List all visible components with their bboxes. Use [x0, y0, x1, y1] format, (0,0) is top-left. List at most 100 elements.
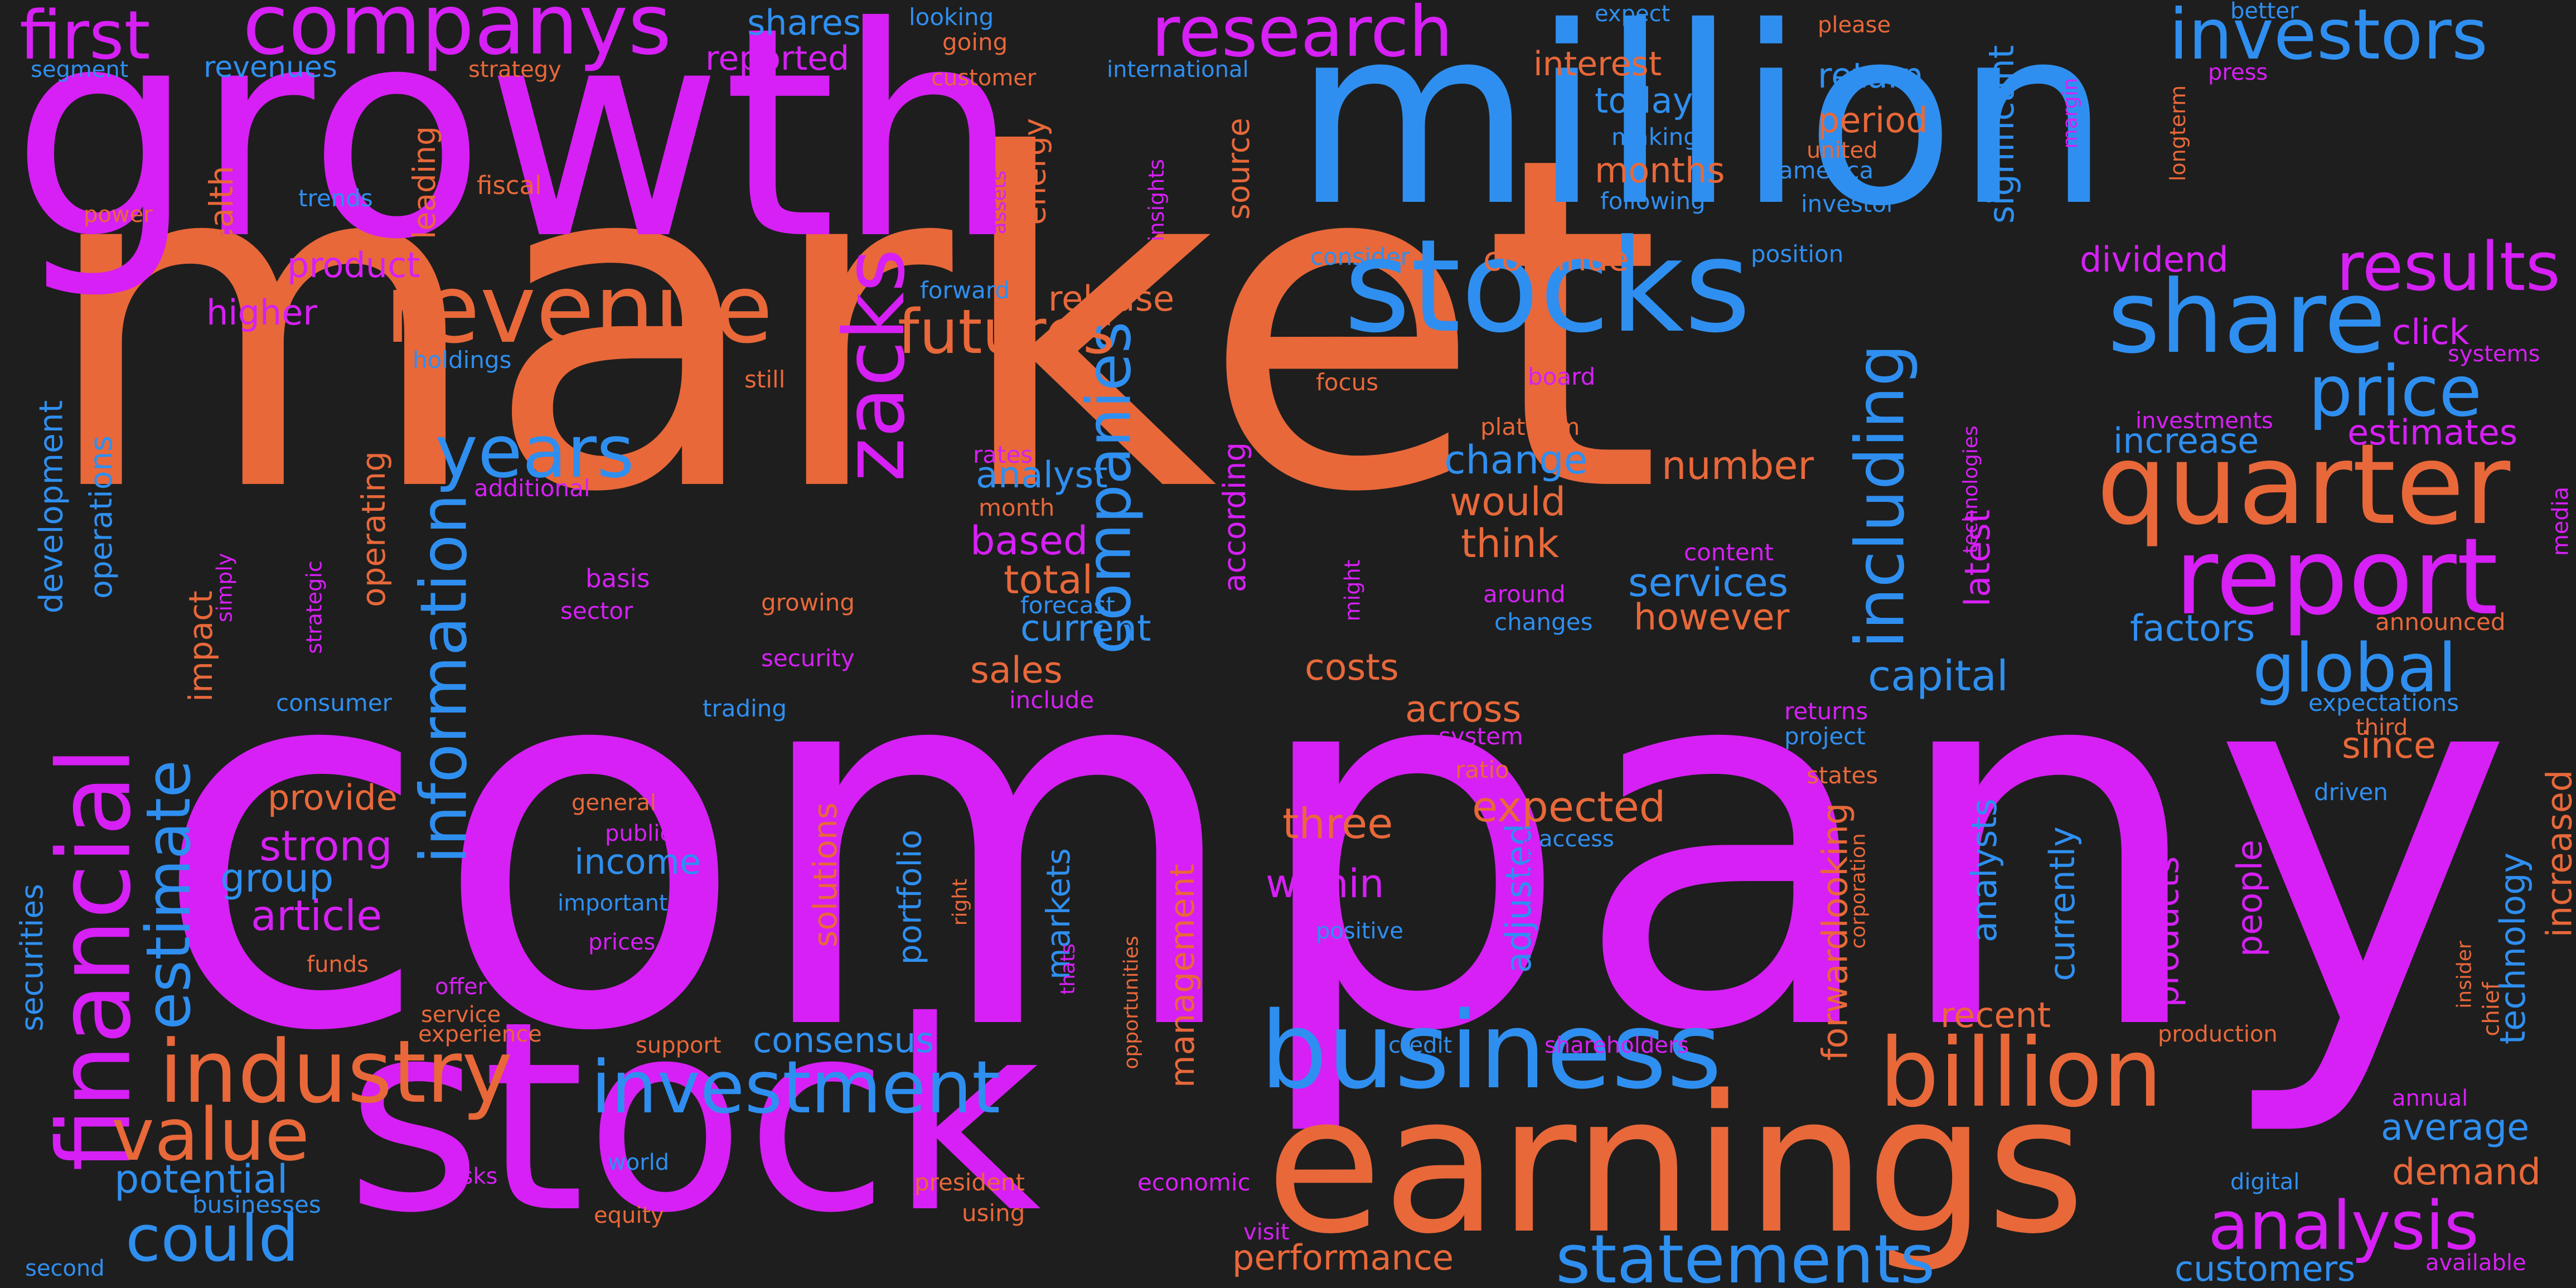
word-might: might: [1340, 559, 1365, 622]
word-development: development: [32, 400, 70, 614]
word-investments: investments: [2136, 408, 2273, 434]
word-quarter: quarter: [2096, 420, 2511, 550]
word-stock: stock: [346, 965, 1042, 1270]
word-reported: reported: [705, 39, 850, 78]
word-significant: significant: [1981, 45, 2022, 224]
word-months: months: [1595, 150, 1725, 191]
word-strategic: strategic: [302, 560, 327, 654]
word-results: results: [2336, 229, 2561, 306]
word-securities: securities: [13, 884, 50, 1032]
word-investor: investor: [1801, 190, 1896, 217]
word-according: according: [1217, 442, 1253, 593]
word-would: would: [1450, 479, 1566, 525]
word-credit: credit: [1388, 1033, 1452, 1058]
word-provide: provide: [268, 777, 398, 818]
word-ratio: ratio: [1455, 756, 1509, 783]
word-futures: futures: [898, 296, 1115, 367]
word-income: income: [574, 841, 701, 882]
word-group: group: [220, 855, 334, 901]
word-investment: investment: [591, 1045, 1001, 1130]
word-analysts: analysts: [1964, 798, 2005, 943]
word-three: three: [1282, 799, 1393, 848]
word-technologies: technologies: [1959, 425, 1982, 554]
word-changes: changes: [1494, 608, 1593, 636]
word-portfolio: portfolio: [890, 829, 929, 965]
word-include: include: [1009, 686, 1095, 714]
word-board: board: [1528, 363, 1596, 390]
word-business: business: [1260, 989, 1722, 1112]
word-basis: basis: [585, 564, 650, 593]
word-corporation: corporation: [1847, 833, 1870, 949]
word-leading: leading: [406, 126, 442, 239]
word-simply: simply: [212, 553, 237, 623]
word-experience: experience: [418, 1021, 542, 1047]
word-years: years: [435, 409, 635, 494]
word-available: available: [2425, 1250, 2526, 1276]
word-strategy: strategy: [468, 57, 561, 83]
word-using: using: [962, 1199, 1025, 1227]
word-states: states: [1807, 762, 1878, 789]
word-customers: customers: [2175, 1248, 2356, 1288]
word-insider: insider: [2453, 941, 2476, 1009]
word-however: however: [1634, 597, 1790, 638]
word-average: average: [2381, 1107, 2530, 1149]
word-consumer: consumer: [276, 689, 392, 716]
word-project: project: [1784, 723, 1866, 750]
word-industry: industry: [159, 1021, 513, 1122]
word-market: market: [39, 60, 1662, 592]
word-forecast: forecast: [1020, 592, 1115, 619]
word-system: system: [1439, 723, 1523, 750]
word-trends: trends: [298, 185, 373, 212]
word-value: value: [112, 1092, 310, 1177]
word-increased: increased: [2539, 769, 2576, 938]
word-factors: factors: [2130, 608, 2255, 650]
word-estimates: estimates: [2347, 412, 2518, 453]
word-across: across: [1405, 689, 1522, 730]
word-content: content: [1684, 539, 1774, 566]
word-sales: sales: [970, 650, 1063, 691]
word-expectations: expectations: [2308, 689, 2459, 716]
word-growing: growing: [761, 589, 855, 616]
word-since: since: [2342, 725, 2436, 767]
word-consider: consider: [1310, 243, 1410, 270]
word-today: today: [1595, 80, 1693, 121]
word-additional: additional: [474, 474, 590, 502]
word-better: better: [2230, 0, 2299, 24]
word-first: first: [20, 0, 151, 75]
word-period: period: [1818, 100, 1928, 141]
word-capital: capital: [1868, 651, 2008, 700]
word-energy: energy: [1016, 118, 1053, 225]
word-annual: annual: [2392, 1086, 2468, 1111]
word-current: current: [1020, 608, 1151, 650]
word-release: release: [1048, 278, 1175, 319]
word-click: click: [2392, 312, 2470, 352]
word-including: including: [1842, 343, 1920, 649]
word-please: please: [1818, 12, 1891, 38]
word-focus: focus: [1316, 369, 1379, 396]
word-billion: billion: [1879, 1018, 2163, 1129]
word-announced: announced: [2375, 608, 2506, 636]
word-segment: segment: [31, 57, 129, 83]
word-people: people: [2229, 839, 2270, 957]
word-production: production: [2158, 1021, 2278, 1047]
word-month: month: [979, 494, 1055, 521]
word-economic: economic: [1137, 1169, 1251, 1196]
word-investors: investors: [2169, 0, 2488, 75]
word-positive: positive: [1316, 918, 1403, 944]
word-companys: companys: [243, 0, 672, 74]
word-going: going: [942, 28, 1008, 56]
word-following: following: [1600, 187, 1706, 215]
word-share: share: [2108, 259, 2386, 376]
word-still: still: [744, 366, 786, 393]
word-public: public: [605, 821, 672, 846]
word-revenues: revenues: [204, 51, 337, 84]
word-offer: offer: [435, 974, 487, 1000]
word-could: could: [125, 1202, 299, 1276]
word-demand: demand: [2392, 1151, 2541, 1193]
word-think: think: [1461, 521, 1560, 566]
word-analyst: analyst: [976, 454, 1108, 496]
word-returns: returns: [1784, 698, 1868, 725]
word-return: return: [1818, 55, 1924, 96]
word-general: general: [572, 790, 657, 816]
